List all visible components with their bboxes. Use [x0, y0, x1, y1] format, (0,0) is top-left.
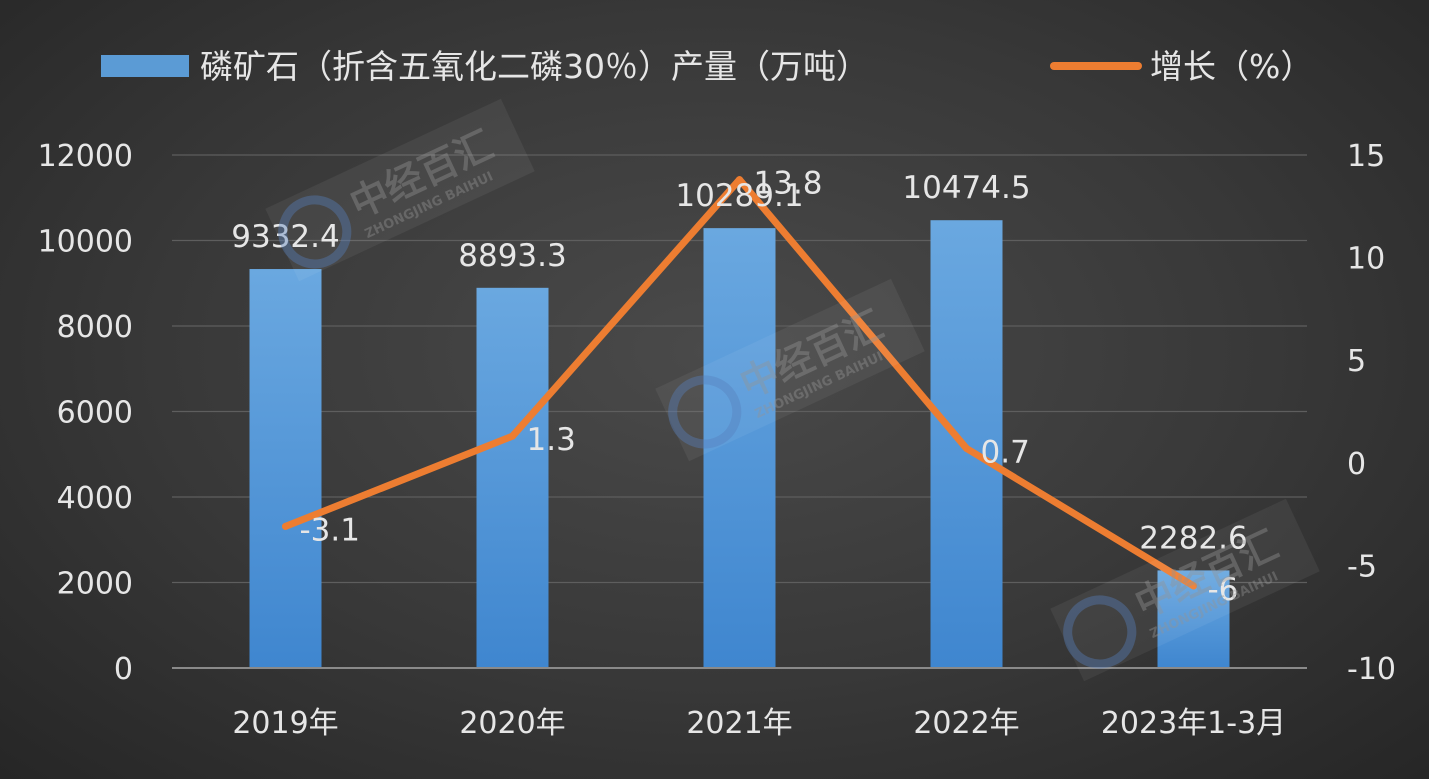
line-data-label: -3.1 [300, 512, 361, 548]
watermark-logo-icon [1063, 595, 1137, 669]
watermark-plate [265, 98, 535, 282]
y-right-tick: -10 [1347, 652, 1396, 687]
bar [476, 287, 549, 668]
bar-data-label: 10474.5 [902, 170, 1030, 206]
watermark-plate [655, 278, 925, 462]
data-labels: 9332.4 8893.3 10289.1 10474.5 2282.6 -3.1 1.3 1… [231, 166, 1247, 608]
line-point [736, 176, 743, 184]
axes: 0 2000 4000 6000 8000 10000 12000 -10 -5 0 5 10 15 20… [38, 139, 1396, 741]
y-left-tick: 0 [114, 652, 133, 687]
line-series [282, 176, 1197, 590]
line-data-label: 0.7 [981, 434, 1030, 470]
line-point [509, 432, 516, 440]
legend-bar-label: 磷矿石（折含五氧化二磷30％）产量（万吨） [200, 47, 869, 86]
line-data-label: 1.3 [527, 422, 576, 458]
x-tick-label: 2019年 [232, 706, 338, 741]
y-right-tick: -5 [1347, 549, 1377, 584]
y-right-tick: 5 [1347, 344, 1366, 379]
x-tick-label: 2021年 [686, 706, 792, 741]
y-left-tick: 8000 [57, 310, 133, 345]
line-point [282, 522, 289, 530]
bar-data-label: 9332.4 [231, 219, 339, 255]
legend-bar-swatch [101, 55, 189, 77]
y-left-tick: 10000 [38, 225, 133, 260]
y-left-tick: 2000 [57, 567, 133, 602]
y-right-tick: 15 [1347, 139, 1385, 174]
watermark-logo-icon [278, 195, 352, 269]
y-left-tick: 4000 [57, 481, 133, 516]
bar-data-label: 10289.1 [675, 178, 803, 214]
line-point [1190, 582, 1197, 590]
bar [703, 228, 776, 668]
legend: 磷矿石（折含五氧化二磷30％）产量（万吨） 增长（%） [101, 47, 1313, 86]
x-tick-label: 2022年 [913, 706, 1019, 741]
bar-data-label: 2282.6 [1139, 520, 1247, 556]
y-right-tick: 10 [1347, 242, 1385, 277]
legend-line-label: 增长（%） [1150, 47, 1313, 86]
y-right-tick: 0 [1347, 447, 1366, 482]
watermark-plate [1050, 498, 1320, 682]
bar-data-label: 8893.3 [458, 238, 566, 274]
line-data-label: -6 [1208, 572, 1239, 608]
line-point [963, 444, 970, 452]
y-left-tick: 12000 [38, 139, 133, 174]
x-tick-label: 2023年1-3月 [1101, 706, 1286, 741]
line-data-label: 13.8 [754, 166, 823, 202]
bar [249, 269, 322, 668]
x-tick-label: 2020年 [459, 706, 565, 741]
y-left-tick: 6000 [57, 396, 133, 431]
watermark-logo-icon [668, 375, 742, 449]
